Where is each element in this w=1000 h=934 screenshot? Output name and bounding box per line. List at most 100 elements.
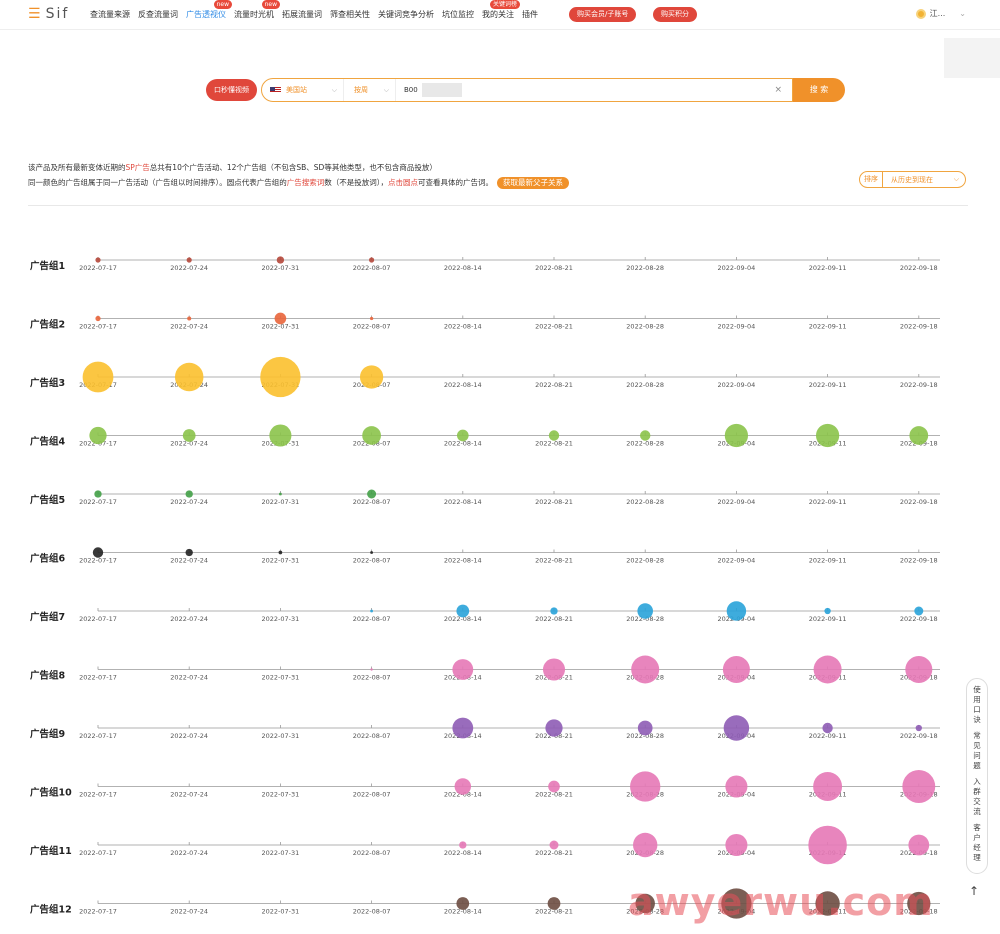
nav-item-5[interactable]: 筛查相关性 xyxy=(330,10,370,19)
data-point[interactable] xyxy=(185,548,193,557)
clear-icon[interactable]: × xyxy=(774,85,782,95)
data-point[interactable] xyxy=(635,893,655,914)
data-point[interactable] xyxy=(278,550,283,555)
data-point[interactable] xyxy=(909,426,929,445)
data-point[interactable] xyxy=(905,655,933,684)
tick-label: 2022-08-07 xyxy=(353,264,391,272)
data-point[interactable] xyxy=(456,897,470,910)
data-point[interactable] xyxy=(94,490,102,498)
data-point[interactable] xyxy=(186,257,192,263)
country-label: 美国站 xyxy=(286,86,307,94)
data-point[interactable] xyxy=(815,423,840,448)
data-point[interactable] xyxy=(908,834,930,856)
nav-item-8[interactable]: 我的关注 关键词榜 xyxy=(478,0,520,20)
nav-item-6[interactable]: 关键词竞争分析 xyxy=(378,10,434,19)
data-point[interactable] xyxy=(907,891,931,916)
search-button[interactable]: 搜 索 xyxy=(793,78,845,102)
data-point[interactable] xyxy=(547,897,561,910)
data-point[interactable] xyxy=(82,361,114,393)
side-item-0[interactable]: 使用口诀 xyxy=(973,685,981,724)
data-point[interactable] xyxy=(724,423,749,448)
data-point[interactable] xyxy=(369,257,375,263)
data-point[interactable] xyxy=(640,430,651,441)
data-point[interactable] xyxy=(95,315,101,322)
data-point[interactable] xyxy=(182,429,196,442)
data-point[interactable] xyxy=(902,770,936,803)
tick-label: 2022-09-04 xyxy=(718,557,756,565)
side-item-2[interactable]: 入群交流 xyxy=(973,777,981,816)
data-point[interactable] xyxy=(822,722,833,734)
nav-item-1[interactable]: 反查流量词 xyxy=(138,10,178,19)
data-point[interactable] xyxy=(542,658,566,681)
data-point[interactable] xyxy=(549,840,559,850)
buy-points-button[interactable]: 购买积分 xyxy=(653,7,697,22)
data-point[interactable] xyxy=(721,888,752,919)
refresh-parent-child-button[interactable]: 获取最新父子关系 xyxy=(497,177,569,189)
nav-item-4[interactable]: 拓展流量词 xyxy=(282,10,322,19)
data-point[interactable] xyxy=(725,833,748,857)
data-point[interactable] xyxy=(269,424,292,447)
data-point[interactable] xyxy=(914,606,924,616)
data-point[interactable] xyxy=(359,365,384,389)
data-point[interactable] xyxy=(369,316,374,321)
data-point[interactable] xyxy=(274,312,287,325)
data-point[interactable] xyxy=(185,490,193,498)
data-point[interactable] xyxy=(174,362,204,392)
data-point[interactable] xyxy=(824,607,831,615)
data-point[interactable] xyxy=(813,772,843,801)
data-point[interactable] xyxy=(89,426,107,445)
data-point[interactable] xyxy=(370,609,374,613)
data-point[interactable] xyxy=(633,832,658,858)
video-tutorial-button[interactable]: 口秒懂视频 xyxy=(206,79,257,101)
data-point[interactable] xyxy=(548,780,560,793)
data-point[interactable] xyxy=(630,771,661,802)
nav-item-0[interactable]: 查流量来源 xyxy=(90,10,130,19)
data-point[interactable] xyxy=(548,430,560,441)
tick-label: 2022-09-11 xyxy=(809,323,847,331)
sort-select[interactable]: 排序 从历史到现在 ⌵ xyxy=(859,171,966,188)
data-point[interactable] xyxy=(725,775,748,798)
data-point[interactable] xyxy=(723,715,750,741)
back-to-top-icon[interactable]: ↑ xyxy=(969,884,980,898)
sif-logo[interactable]: ☰ Sif xyxy=(28,6,70,22)
data-point[interactable] xyxy=(276,256,285,264)
data-point[interactable] xyxy=(726,601,747,621)
data-point[interactable] xyxy=(187,316,192,321)
data-point[interactable] xyxy=(456,429,469,442)
nav-item-7[interactable]: 坑位监控 xyxy=(442,10,474,19)
nav-item-3[interactable]: 流量时光机 new xyxy=(230,0,280,20)
data-point[interactable] xyxy=(915,724,922,732)
data-point[interactable] xyxy=(545,719,563,737)
data-point[interactable] xyxy=(722,655,750,684)
data-point[interactable] xyxy=(367,489,377,499)
data-point[interactable] xyxy=(637,720,653,736)
data-point[interactable] xyxy=(95,257,101,263)
data-point[interactable] xyxy=(454,778,472,795)
data-point[interactable] xyxy=(452,659,474,680)
side-item-3[interactable]: 客户经理 xyxy=(973,823,981,862)
period-select[interactable]: 按周 ⌵ xyxy=(344,79,396,101)
data-point[interactable] xyxy=(631,655,660,684)
data-point[interactable] xyxy=(459,841,467,849)
asin-input[interactable]: B00 xyxy=(404,86,418,94)
data-point[interactable] xyxy=(370,551,374,554)
data-point[interactable] xyxy=(813,655,842,684)
data-point[interactable] xyxy=(452,717,474,739)
data-point[interactable] xyxy=(808,825,847,865)
buy-member-button[interactable]: 购买会员/子账号 xyxy=(569,7,637,22)
side-item-1[interactable]: 常见问题 xyxy=(973,731,981,770)
data-point[interactable] xyxy=(260,356,301,398)
data-point[interactable] xyxy=(637,603,653,619)
nav-item-9[interactable]: 插件 xyxy=(522,10,538,19)
menu-icon[interactable]: ☰ xyxy=(28,6,43,22)
nav-item-2[interactable]: 广告透视仪 new xyxy=(182,0,232,20)
data-point[interactable] xyxy=(550,607,558,615)
data-point[interactable] xyxy=(362,426,381,445)
data-point[interactable] xyxy=(456,604,470,618)
user-menu[interactable]: 江... ⌄ xyxy=(915,8,966,19)
data-point[interactable] xyxy=(370,668,373,671)
data-point[interactable] xyxy=(278,492,282,496)
country-select[interactable]: 美国站 ⌵ xyxy=(262,79,344,101)
data-point[interactable] xyxy=(92,547,104,558)
data-point[interactable] xyxy=(815,891,840,916)
